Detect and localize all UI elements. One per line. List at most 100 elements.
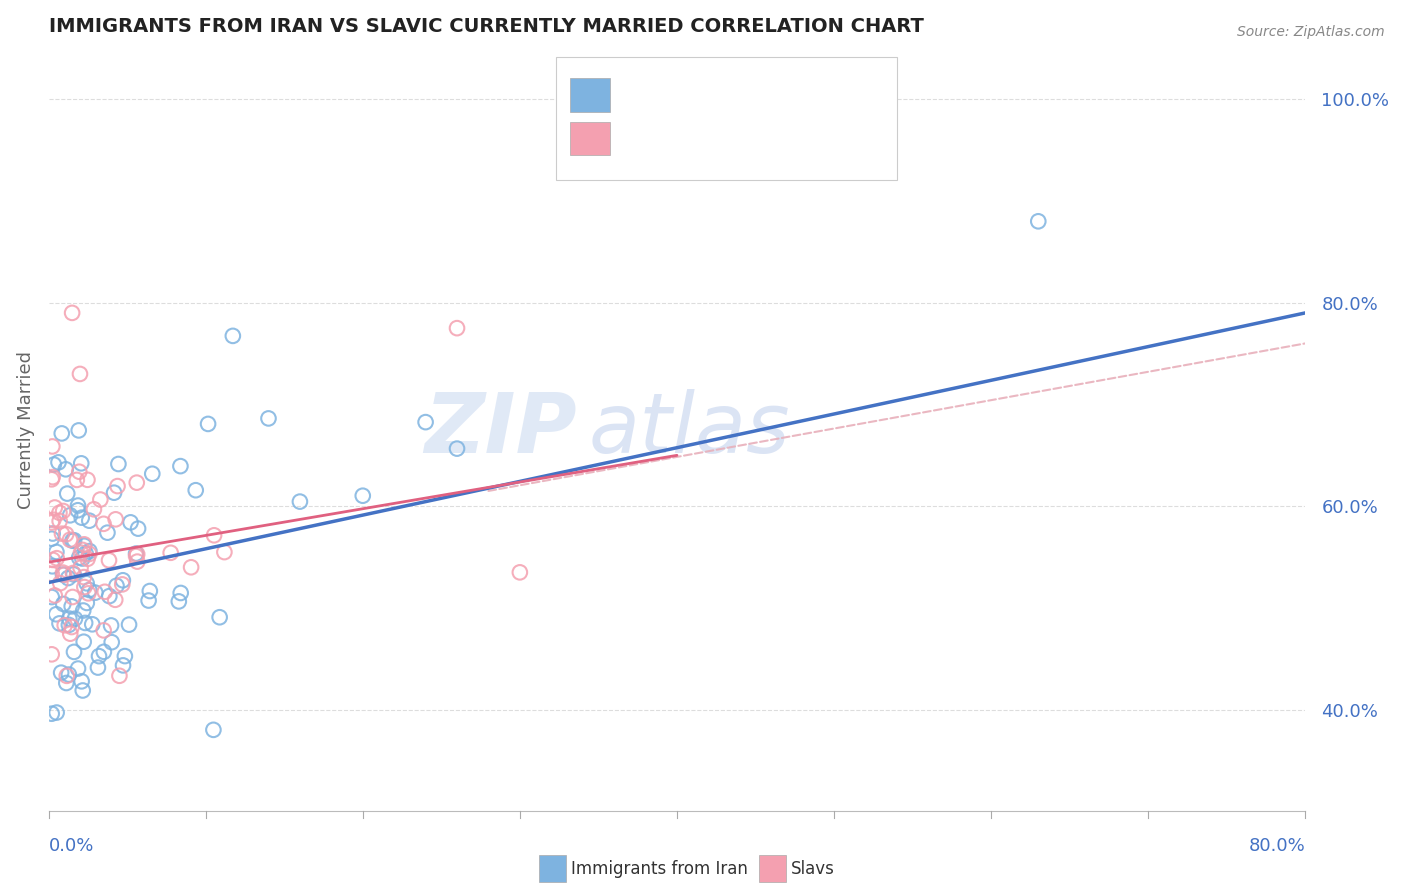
- Point: [45, 706, 67, 720]
- Point: [509, 566, 531, 580]
- Point: [98, 589, 121, 603]
- Point: [75, 615, 97, 630]
- Point: [62, 566, 84, 580]
- Point: [111, 574, 134, 588]
- FancyBboxPatch shape: [538, 855, 567, 882]
- Point: [73, 539, 96, 553]
- Point: [73, 570, 96, 584]
- Point: [127, 522, 149, 536]
- Point: [98, 553, 121, 567]
- Point: [45, 551, 67, 566]
- Text: 0.0%: 0.0%: [49, 837, 94, 855]
- Point: [48, 455, 70, 469]
- Point: [76, 596, 98, 610]
- Point: [41, 706, 63, 721]
- Point: [62, 567, 84, 582]
- Point: [70, 674, 93, 689]
- Point: [125, 549, 148, 563]
- FancyBboxPatch shape: [557, 57, 897, 180]
- Point: [67, 465, 90, 479]
- Point: [48, 506, 70, 520]
- Point: [111, 658, 134, 673]
- Point: [44, 500, 66, 515]
- Point: [180, 560, 202, 574]
- Point: [288, 494, 311, 508]
- Point: [45, 607, 67, 622]
- Point: [55, 462, 77, 476]
- Point: [55, 669, 77, 683]
- Point: [69, 561, 91, 575]
- Point: [214, 545, 236, 559]
- Point: [104, 512, 127, 526]
- Text: R = 0.194   N = 61: R = 0.194 N = 61: [623, 127, 793, 145]
- Point: [53, 618, 76, 632]
- Point: [44, 589, 66, 603]
- Point: [104, 592, 127, 607]
- Point: [415, 415, 437, 429]
- Point: [63, 612, 86, 626]
- Point: [51, 426, 73, 441]
- Point: [79, 547, 101, 561]
- Point: [125, 475, 148, 490]
- Point: [93, 645, 115, 659]
- Point: [52, 504, 75, 518]
- Point: [93, 624, 115, 638]
- Point: [66, 473, 89, 487]
- Point: [139, 584, 162, 599]
- Point: [41, 526, 63, 541]
- Point: [208, 610, 231, 624]
- Point: [222, 329, 245, 343]
- Point: [79, 514, 101, 528]
- Point: [105, 579, 128, 593]
- Point: [114, 649, 136, 664]
- Text: R = 0.309   N = 85: R = 0.309 N = 85: [623, 81, 793, 99]
- Point: [72, 603, 94, 617]
- Point: [58, 667, 80, 681]
- Point: [76, 473, 98, 487]
- Point: [60, 620, 83, 634]
- Text: 80.0%: 80.0%: [1249, 837, 1305, 855]
- Point: [107, 457, 129, 471]
- Text: Immigrants from Iran: Immigrants from Iran: [571, 860, 748, 878]
- Point: [202, 723, 225, 737]
- Point: [41, 516, 63, 530]
- Point: [93, 516, 115, 531]
- Point: [73, 580, 96, 594]
- Point: [141, 467, 163, 481]
- Point: [62, 533, 84, 548]
- Point: [59, 508, 82, 523]
- FancyBboxPatch shape: [569, 121, 610, 155]
- Point: [73, 537, 96, 551]
- Point: [1026, 214, 1049, 228]
- Point: [48, 514, 70, 528]
- Point: [42, 553, 65, 567]
- Point: [67, 550, 90, 565]
- Point: [51, 526, 73, 541]
- Point: [70, 456, 93, 470]
- Point: [58, 618, 80, 632]
- Point: [41, 470, 63, 484]
- Point: [167, 594, 190, 608]
- Point: [96, 525, 118, 540]
- Point: [41, 648, 63, 662]
- Point: [184, 483, 207, 498]
- Point: [67, 424, 90, 438]
- Point: [127, 547, 149, 561]
- Point: [41, 559, 63, 574]
- Point: [42, 513, 65, 527]
- Point: [66, 499, 89, 513]
- Point: [111, 577, 134, 591]
- Point: [94, 584, 117, 599]
- Point: [49, 665, 72, 680]
- Point: [73, 634, 96, 648]
- Point: [52, 567, 75, 582]
- Point: [59, 533, 82, 547]
- Point: [48, 616, 70, 631]
- Point: [41, 439, 63, 453]
- Point: [72, 551, 94, 566]
- Point: [138, 593, 160, 607]
- Point: [89, 492, 111, 507]
- Point: [63, 533, 86, 548]
- Point: [77, 582, 100, 597]
- Point: [100, 618, 122, 632]
